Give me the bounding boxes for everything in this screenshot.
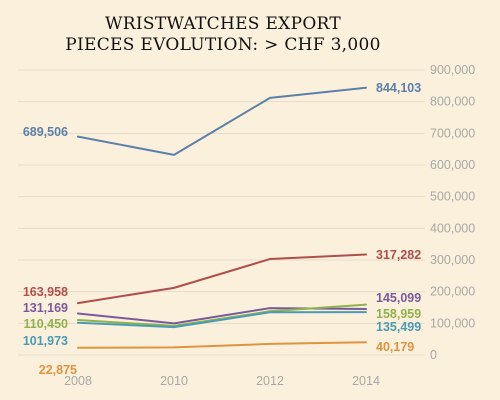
data-label-end: 145,099 bbox=[376, 291, 421, 305]
series-line-2 bbox=[77, 307, 367, 325]
x-tick-label: 2012 bbox=[256, 374, 284, 388]
series-lines bbox=[77, 86, 367, 349]
data-label-end: 135,499 bbox=[376, 320, 421, 334]
y-tick-label: 600,000 bbox=[430, 158, 475, 172]
chart-title-line-1: WRISTWATCHES EXPORT bbox=[105, 14, 341, 34]
data-labels: 689,506 844,103 163,958 317,282 131,169 145,0… bbox=[23, 81, 421, 377]
y-tick-label: 700,000 bbox=[430, 126, 475, 140]
series-line-3 bbox=[77, 303, 367, 327]
data-label-start: 689,506 bbox=[23, 125, 68, 139]
y-tick-label: 200,000 bbox=[430, 285, 475, 299]
y-tick-label: 800,000 bbox=[430, 95, 475, 109]
y-axis-ticks: 0 100,000 200,000 300,000 400,000 500,000 600,… bbox=[430, 63, 475, 362]
chart-title-line-2: PIECES EVOLUTION: > CHF 3,000 bbox=[65, 35, 380, 55]
data-label-end: 158,959 bbox=[376, 307, 421, 321]
data-label-start: 131,169 bbox=[23, 301, 68, 315]
series-line-5 bbox=[77, 341, 367, 349]
series-line-0 bbox=[77, 86, 367, 156]
data-label-start: 22,875 bbox=[39, 363, 77, 377]
x-axis-ticks: 2008 2010 2012 2014 bbox=[64, 374, 380, 388]
y-tick-label: 400,000 bbox=[430, 221, 475, 235]
y-tick-label: 500,000 bbox=[430, 190, 475, 204]
data-label-end: 40,179 bbox=[376, 340, 414, 354]
data-label-start: 110,450 bbox=[24, 317, 69, 331]
data-label-end: 317,282 bbox=[376, 248, 421, 262]
x-tick-label: 2008 bbox=[64, 374, 92, 388]
y-tick-label: 300,000 bbox=[430, 253, 475, 267]
y-tick-label: 900,000 bbox=[430, 63, 475, 77]
data-label-start: 163,958 bbox=[23, 285, 68, 299]
x-tick-label: 2010 bbox=[160, 374, 188, 388]
series-line-1 bbox=[77, 253, 367, 305]
series-line-4 bbox=[77, 311, 367, 329]
y-tick-label: 100,000 bbox=[430, 316, 475, 330]
y-tick-label: 0 bbox=[430, 348, 437, 362]
data-label-end: 844,103 bbox=[376, 81, 421, 95]
x-tick-label: 2014 bbox=[352, 374, 380, 388]
data-label-start: 101,973 bbox=[23, 334, 68, 348]
